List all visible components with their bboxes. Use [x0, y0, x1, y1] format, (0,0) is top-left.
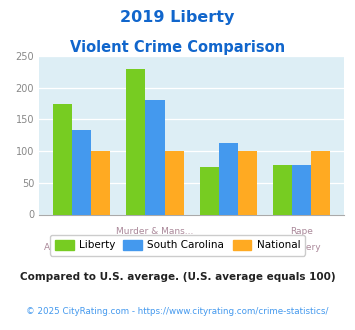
Text: Aggravated Assault: Aggravated Assault [111, 243, 199, 252]
Text: Violent Crime Comparison: Violent Crime Comparison [70, 40, 285, 54]
Bar [53, 104, 72, 214]
Bar [311, 151, 331, 214]
Bar [72, 130, 91, 214]
Bar [126, 69, 146, 214]
Bar [164, 151, 184, 214]
Bar [219, 143, 238, 214]
Text: Rape: Rape [290, 227, 313, 236]
Bar [273, 165, 292, 214]
Bar [146, 100, 164, 214]
Bar [238, 151, 257, 214]
Legend: Liberty, South Carolina, National: Liberty, South Carolina, National [50, 235, 305, 255]
Text: All Violent Crime: All Violent Crime [44, 243, 119, 252]
Text: Compared to U.S. average. (U.S. average equals 100): Compared to U.S. average. (U.S. average … [20, 272, 335, 282]
Text: © 2025 CityRating.com - https://www.cityrating.com/crime-statistics/: © 2025 CityRating.com - https://www.city… [26, 307, 329, 316]
Bar [200, 167, 219, 214]
Bar [91, 151, 110, 214]
Text: Robbery: Robbery [283, 243, 321, 252]
Text: Murder & Mans...: Murder & Mans... [116, 227, 194, 236]
Bar [292, 165, 311, 214]
Text: 2019 Liberty: 2019 Liberty [120, 10, 235, 25]
